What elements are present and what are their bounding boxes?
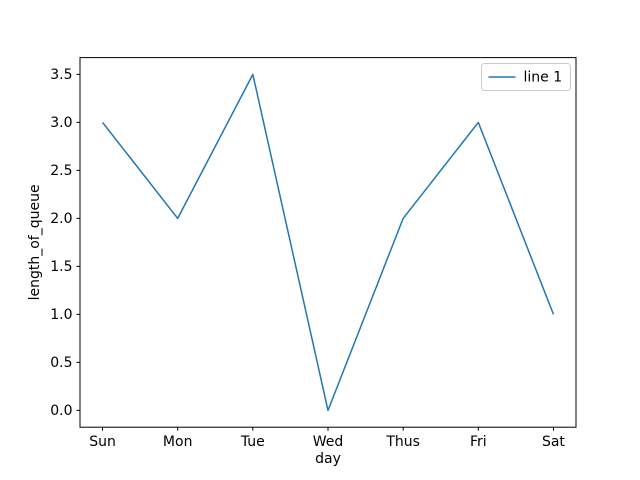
y-tick-label: 3.5 [50, 67, 72, 83]
y-tick-label: 3.0 [50, 115, 72, 131]
x-tick-label: Tue [240, 434, 265, 450]
y-tick-label: 2.0 [50, 211, 72, 227]
x-tick-label: Sun [89, 434, 116, 450]
legend: line 1 [481, 63, 571, 91]
plot-area [79, 57, 577, 428]
series-group [101, 73, 555, 412]
y-tick-label: 1.0 [50, 307, 72, 323]
y-tick-label: 0.5 [50, 355, 72, 371]
y-tick-label: 0.0 [50, 403, 72, 419]
x-tick-label: Mon [163, 434, 193, 450]
legend-box [481, 63, 571, 91]
x-axis-label: day [315, 451, 341, 467]
legend-label: line 1 [524, 70, 563, 86]
x-axis: Sun Mon Tue Wed Thus Fri Sat [89, 427, 565, 450]
x-tick-label: Fri [470, 434, 487, 450]
y-tick-label: 1.5 [50, 259, 72, 275]
x-tick-label: Wed [313, 434, 344, 450]
y-axis-label: length_of_queue [27, 184, 43, 300]
y-tick-label: 2.5 [50, 163, 72, 179]
x-tick-label: Sat [542, 434, 565, 450]
x-tick-label: Thus [385, 434, 420, 450]
y-axis: 0.0 0.5 1.0 1.5 2.0 2.5 3.0 3.5 [50, 67, 80, 419]
series-line [101, 73, 555, 412]
